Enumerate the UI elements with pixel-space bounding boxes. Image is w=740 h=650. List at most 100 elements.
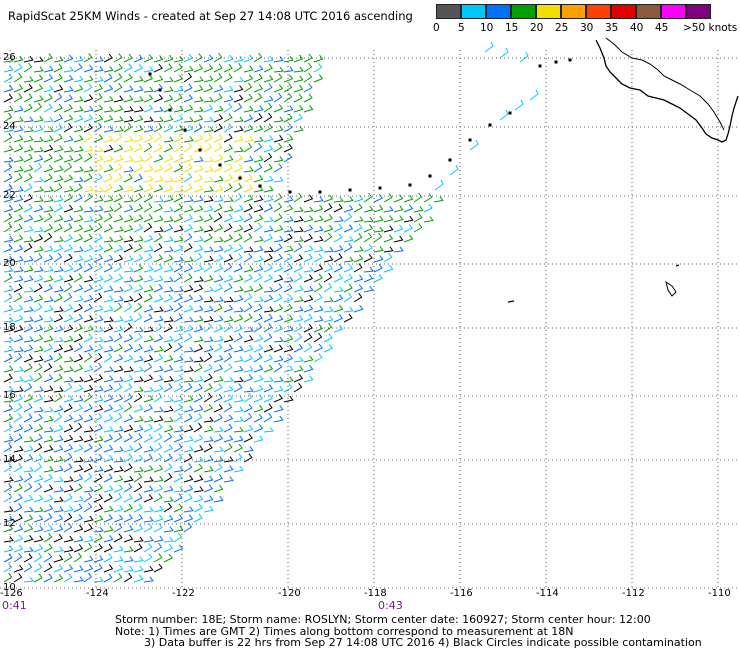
wind-barb bbox=[3, 56, 14, 63]
wind-barb bbox=[43, 504, 54, 513]
wind-barb bbox=[293, 254, 303, 263]
wind-barb bbox=[3, 506, 14, 513]
wind-barb bbox=[133, 433, 143, 443]
wind-barb bbox=[313, 235, 324, 243]
wind-barb bbox=[123, 196, 134, 203]
wind-barb bbox=[243, 253, 253, 263]
wind-barb bbox=[183, 214, 194, 223]
wind-barb bbox=[23, 126, 34, 133]
wind-barb bbox=[133, 376, 144, 383]
wind-barb bbox=[43, 494, 54, 503]
wind-barb bbox=[253, 264, 264, 273]
wind-barb bbox=[283, 253, 293, 263]
wind-barb bbox=[273, 324, 284, 333]
wind-barb bbox=[223, 363, 233, 373]
wind-barb bbox=[263, 95, 274, 103]
wind-barb bbox=[53, 113, 63, 123]
wind-barb bbox=[93, 374, 103, 383]
wind-barb bbox=[3, 195, 14, 203]
wind-barb bbox=[173, 395, 184, 403]
wind-barb bbox=[63, 376, 74, 383]
lon-label-122: -122 bbox=[172, 588, 195, 599]
wind-barb bbox=[53, 145, 64, 153]
wind-barb bbox=[23, 336, 34, 343]
wind-barb bbox=[373, 204, 384, 213]
wind-barb bbox=[113, 333, 123, 343]
wind-barb bbox=[153, 415, 164, 423]
wind-barb bbox=[163, 376, 174, 383]
wind-barb bbox=[263, 263, 273, 273]
wind-barb bbox=[133, 404, 144, 413]
wind-barb bbox=[133, 264, 143, 273]
wind-barb bbox=[53, 386, 64, 393]
wind-barb bbox=[13, 572, 23, 583]
contamination-marker bbox=[378, 186, 382, 190]
lat-lon-grid bbox=[0, 50, 740, 590]
wind-barb bbox=[333, 223, 343, 233]
wind-barb bbox=[143, 152, 153, 163]
wind-barb bbox=[243, 446, 254, 453]
wind-barb bbox=[183, 285, 194, 293]
wind-barb bbox=[143, 543, 153, 553]
wind-barb bbox=[183, 65, 194, 73]
wind-barb bbox=[63, 174, 74, 183]
wind-barb bbox=[73, 224, 84, 233]
wind-barb bbox=[323, 272, 333, 283]
legend-swatch-2 bbox=[486, 4, 511, 19]
wind-barb bbox=[153, 63, 163, 73]
wind-barb bbox=[283, 105, 294, 113]
wind-barb bbox=[233, 416, 244, 423]
wind-barb bbox=[233, 182, 243, 193]
wind-barb bbox=[193, 404, 204, 413]
wind-barb bbox=[203, 296, 214, 303]
wind-barb bbox=[143, 453, 153, 463]
wind-barb bbox=[133, 514, 143, 523]
lat-label-26: 26 bbox=[3, 52, 16, 63]
wind-barb bbox=[193, 356, 204, 363]
wind-barb bbox=[363, 216, 374, 223]
wind-barb bbox=[243, 93, 253, 103]
wind-barb bbox=[63, 185, 74, 193]
wind-barb bbox=[13, 352, 23, 363]
wind-barb bbox=[143, 326, 154, 333]
wind-barb bbox=[403, 215, 414, 223]
wind-barb bbox=[434, 179, 444, 191]
lon-label-110: -110 bbox=[708, 588, 731, 599]
wind-barb bbox=[33, 186, 44, 193]
wind-barb bbox=[143, 415, 154, 423]
wind-barb bbox=[73, 75, 84, 83]
wind-barb bbox=[73, 354, 84, 363]
wind-barb bbox=[83, 325, 94, 333]
wind-barb bbox=[213, 393, 223, 403]
wind-barb bbox=[213, 114, 224, 123]
wind-barb bbox=[203, 322, 213, 333]
wind-barb bbox=[323, 194, 334, 203]
wind-barb bbox=[13, 524, 24, 533]
wind-barb bbox=[43, 513, 53, 523]
wind-barb bbox=[153, 254, 164, 263]
wind-barb bbox=[253, 113, 263, 123]
wind-barb bbox=[113, 95, 124, 103]
wind-barb bbox=[383, 234, 394, 243]
wind-barb bbox=[243, 354, 254, 363]
wind-barb bbox=[243, 326, 254, 333]
wind-barb bbox=[203, 443, 213, 453]
wind-barb bbox=[323, 264, 334, 273]
wind-barb bbox=[53, 364, 64, 373]
wind-barb bbox=[13, 544, 24, 553]
wind-barb bbox=[243, 386, 254, 393]
wind-barb bbox=[253, 374, 264, 383]
wind-barb bbox=[273, 264, 284, 273]
wind-barb bbox=[113, 163, 123, 173]
wind-barb bbox=[103, 295, 114, 303]
wind-barb bbox=[163, 316, 174, 323]
wind-barb bbox=[163, 265, 174, 273]
wind-barb bbox=[83, 352, 93, 363]
wind-barb bbox=[33, 544, 44, 553]
wind-barb bbox=[23, 225, 34, 233]
lat-label-24: 24 bbox=[3, 121, 16, 132]
wind-barb bbox=[243, 265, 254, 273]
wind-barb bbox=[93, 412, 103, 423]
wind-barb bbox=[123, 85, 134, 93]
wind-barb bbox=[233, 135, 244, 143]
